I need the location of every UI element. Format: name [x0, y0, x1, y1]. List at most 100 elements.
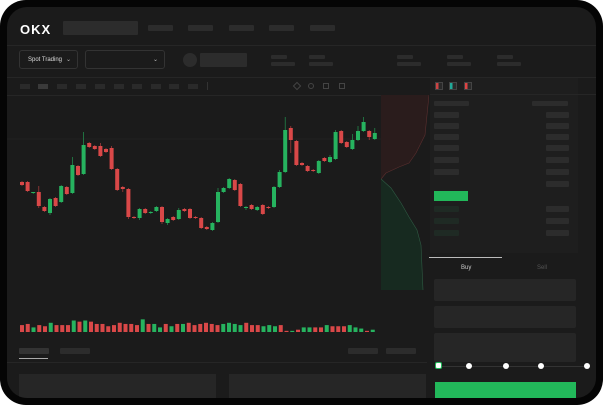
filter-button[interactable] — [386, 348, 416, 354]
book-bids-icon[interactable] — [449, 82, 457, 90]
tab-sell[interactable]: Sell — [537, 265, 548, 271]
timeframe-button[interactable] — [151, 84, 161, 89]
volume-bar — [48, 322, 53, 332]
volume-bar — [43, 326, 47, 332]
candlestick-chart[interactable] — [7, 95, 381, 335]
tab-open-orders[interactable] — [19, 348, 49, 354]
book-asks-icon[interactable] — [464, 82, 472, 90]
candle-up — [31, 192, 36, 193]
volume-bar — [290, 330, 295, 332]
candle-down — [92, 146, 97, 149]
slider-track[interactable] — [439, 366, 587, 367]
timeframe-button[interactable] — [20, 84, 30, 89]
volume-bar — [20, 325, 24, 332]
candle-up — [283, 130, 288, 172]
candle-up — [350, 140, 355, 149]
candle-up — [333, 132, 338, 159]
candle-down — [260, 205, 265, 214]
candle-up — [154, 207, 159, 211]
okx-logo[interactable]: OKX — [20, 22, 51, 37]
volume-bar — [204, 322, 208, 332]
filter-button[interactable] — [348, 348, 378, 354]
timeframe-button[interactable] — [114, 84, 124, 89]
book-price[interactable] — [434, 218, 459, 224]
search-bar[interactable] — [63, 21, 138, 35]
candle-up — [48, 199, 52, 213]
total-input[interactable] — [434, 333, 576, 362]
timeframe-button[interactable] — [132, 84, 142, 89]
book-amount — [546, 112, 569, 118]
timeframe-button[interactable] — [188, 84, 198, 89]
book-both-icon[interactable] — [435, 82, 443, 90]
volume-bar — [71, 320, 76, 332]
ruler-icon[interactable] — [292, 81, 302, 91]
price-input[interactable] — [434, 279, 576, 301]
candle-down — [25, 182, 30, 191]
settings-icon[interactable] — [323, 83, 329, 89]
pair-dropdown[interactable]: ⌄ — [85, 50, 165, 69]
volume-bar — [244, 322, 249, 332]
assets-panel — [229, 374, 426, 398]
fullscreen-icon[interactable] — [339, 83, 345, 89]
candle-up — [277, 172, 282, 187]
slider-step[interactable] — [466, 363, 472, 369]
volume-bar — [129, 323, 134, 332]
volume-bar — [336, 326, 341, 332]
candle-down — [20, 182, 24, 185]
candle-down — [322, 158, 327, 161]
volume-bar — [238, 325, 243, 332]
candle-down — [109, 148, 114, 169]
volume-bar — [365, 330, 369, 332]
volume-bar — [54, 325, 59, 332]
nav-item[interactable] — [148, 25, 173, 31]
timeframe-button[interactable] — [169, 84, 179, 89]
buy-button[interactable] — [435, 382, 576, 398]
tab-buy[interactable]: Buy — [461, 265, 472, 271]
amount-input[interactable] — [434, 306, 576, 328]
nav-item[interactable] — [188, 25, 213, 31]
volume-bar — [66, 325, 70, 332]
volume-bar — [278, 325, 283, 332]
book-price[interactable] — [434, 157, 459, 163]
candle-up — [356, 131, 360, 140]
stat-value — [309, 62, 333, 66]
volume-bar — [215, 325, 220, 332]
book-price[interactable] — [434, 145, 459, 151]
timeframe-button[interactable] — [76, 84, 86, 89]
book-price[interactable] — [434, 206, 459, 212]
book-price[interactable] — [434, 134, 459, 140]
nav-item[interactable] — [310, 25, 335, 31]
candle-down — [193, 217, 198, 218]
slider-step[interactable] — [584, 363, 590, 369]
volume-bar — [370, 329, 375, 332]
volume-bar — [319, 327, 323, 332]
coin-icon — [183, 53, 197, 67]
nav-item[interactable] — [269, 25, 294, 31]
volume-bar — [135, 325, 139, 332]
timeframe-button-active[interactable] — [38, 84, 48, 89]
candle-down — [344, 142, 349, 147]
volume-bar — [227, 322, 231, 332]
volume-bar — [313, 327, 318, 332]
timeframe-button[interactable] — [95, 84, 105, 89]
book-price[interactable] — [434, 112, 459, 118]
slider-step[interactable] — [503, 363, 509, 369]
book-price[interactable] — [434, 169, 459, 175]
candle-down — [182, 209, 187, 211]
camera-icon[interactable] — [308, 83, 314, 89]
nav-item[interactable] — [229, 25, 254, 31]
book-price[interactable] — [434, 123, 459, 129]
stat-value — [397, 62, 421, 66]
slider-step[interactable] — [538, 363, 544, 369]
slider-handle[interactable] — [435, 362, 442, 369]
candle-down — [42, 207, 47, 211]
volume-bar — [83, 320, 88, 332]
divider — [7, 45, 596, 46]
volume-bar — [342, 326, 346, 332]
timeframe-button[interactable] — [57, 84, 67, 89]
tab-order-history[interactable] — [60, 348, 90, 354]
drawing-tools[interactable] — [207, 82, 287, 90]
book-price[interactable] — [434, 230, 459, 236]
volume-bar — [163, 323, 168, 332]
market-type-dropdown[interactable]: Spot Trading ⌄ — [19, 50, 78, 69]
